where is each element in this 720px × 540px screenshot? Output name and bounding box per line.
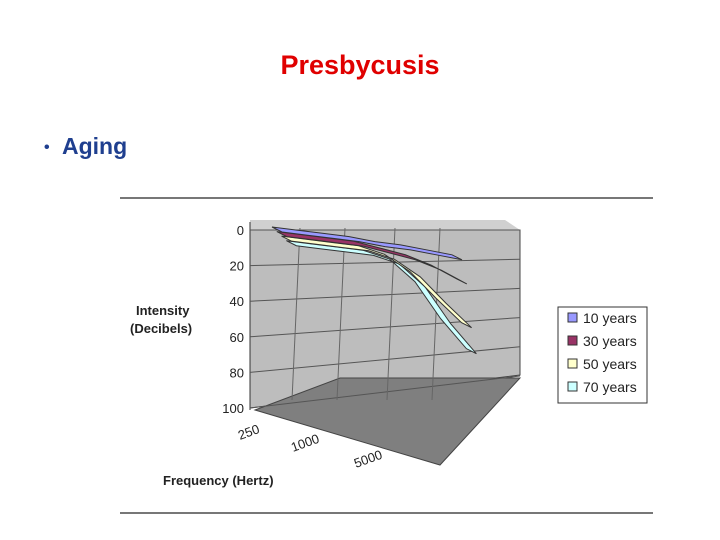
legend-swatch	[567, 335, 578, 346]
y-tick-label: 80	[230, 365, 244, 380]
bullet-dot-icon: •	[44, 138, 50, 156]
slide-title: Presbycusis	[280, 50, 440, 80]
legend-swatch	[567, 312, 578, 323]
chart-series	[271, 226, 477, 355]
legend-label: 10 years	[583, 310, 637, 326]
x-tick-label: 250	[236, 421, 262, 443]
chart-y-ticks: 0 20 40 60 80 100	[222, 223, 244, 416]
gridline	[249, 375, 521, 409]
y-tick-label: 60	[230, 330, 244, 345]
gridline	[249, 346, 521, 373]
legend-label: 50 years	[583, 356, 637, 372]
legend-swatch	[567, 381, 578, 392]
y-tick-label: 100	[222, 401, 244, 416]
legend-label: 70 years	[583, 379, 637, 395]
gridline	[291, 227, 301, 401]
x-tick-label: 1000	[289, 431, 321, 455]
y-tick-label: 20	[230, 259, 244, 274]
chart-side-wall	[250, 220, 520, 230]
gridline	[249, 258, 521, 267]
y-tick-label: 0	[237, 223, 244, 238]
chart-x-axis-label: Frequency (Hertz)	[163, 473, 274, 488]
chart-y-axis-label-line2: (Decibels)	[130, 321, 192, 336]
x-tick-label: 5000	[352, 447, 384, 471]
legend-label: 30 years	[583, 333, 637, 349]
chart-bottom-rule	[120, 512, 653, 514]
chart-top-rule	[120, 197, 653, 199]
gridline	[386, 227, 396, 401]
gridline	[249, 287, 521, 302]
legend-swatch	[567, 358, 578, 369]
chart-legend: 10 years 30 years 50 years 70 years	[557, 306, 648, 404]
bullet-text: Aging	[62, 133, 128, 159]
chart-y-axis-label: Intensity	[136, 303, 190, 318]
bullet-item: • Aging	[44, 133, 127, 160]
gridline	[336, 227, 346, 401]
gridline	[431, 227, 441, 401]
series-ribbon	[271, 226, 463, 261]
y-tick-label: 40	[230, 294, 244, 309]
